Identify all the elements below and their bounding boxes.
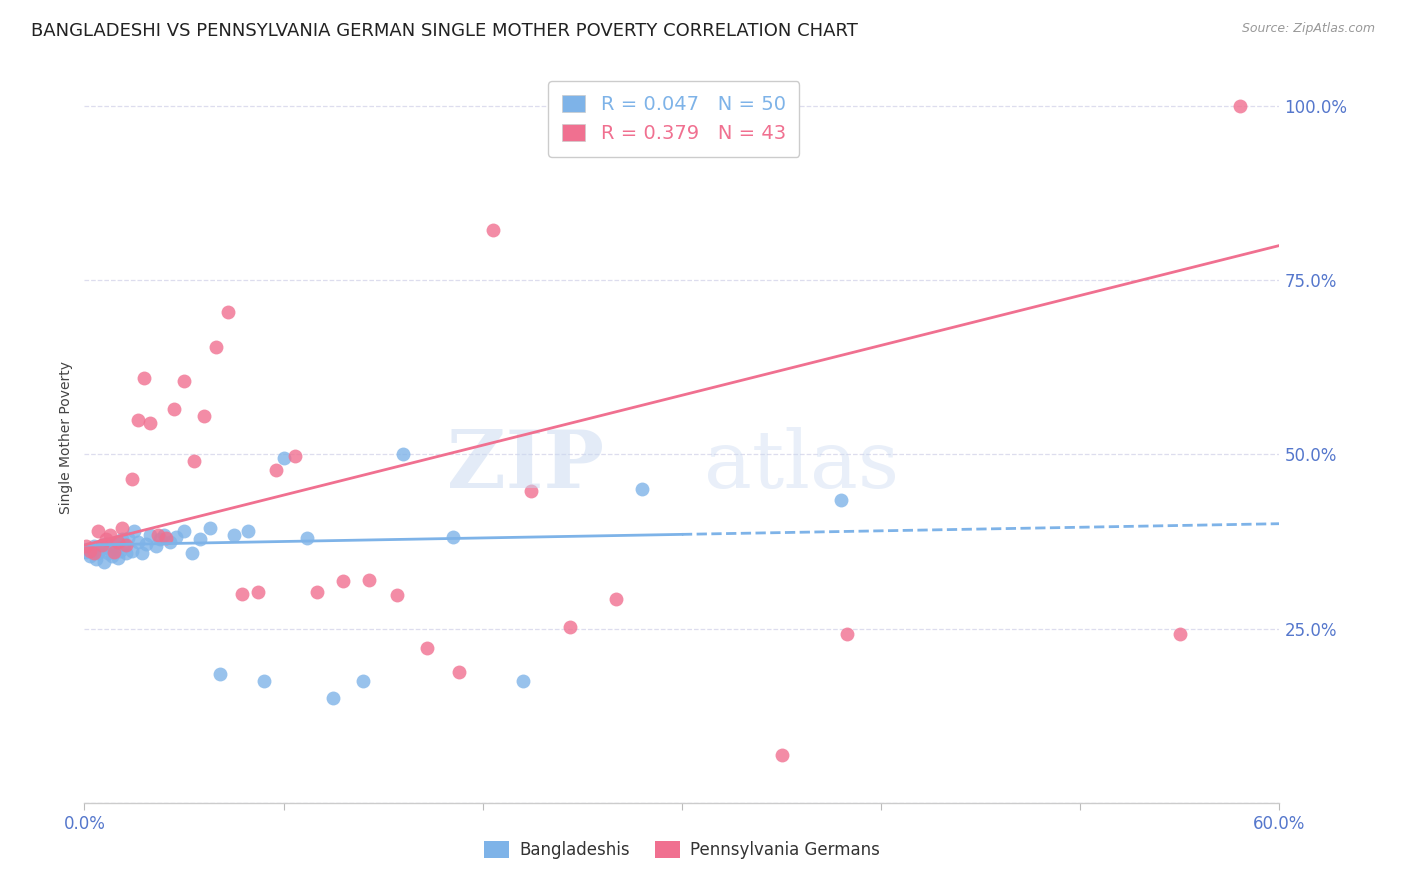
Point [75, 545, 97, 559]
Point [519, 483, 541, 498]
Point [110, 543, 132, 558]
Point [132, 371, 156, 385]
Point [86, 552, 108, 566]
Point [193, 409, 215, 424]
Point [139, 527, 162, 541]
Point [188, 533, 211, 547]
Point [253, 673, 276, 688]
Point [83, 540, 105, 554]
Point [322, 691, 344, 706]
Point [93, 556, 115, 570]
Y-axis label: Single Mother Poverty: Single Mother Poverty [59, 360, 73, 514]
Point [111, 521, 134, 535]
Point [115, 546, 138, 560]
Point [165, 530, 187, 544]
Point [146, 527, 169, 541]
Point [107, 534, 129, 549]
Point [359, 573, 381, 587]
Point [103, 540, 125, 554]
Point [655, 99, 678, 113]
Text: ZIP: ZIP [447, 427, 605, 506]
Point [131, 546, 153, 560]
Point [385, 588, 408, 602]
Point [560, 620, 582, 634]
Point [1229, 99, 1251, 113]
Point [173, 524, 195, 538]
Point [117, 531, 139, 545]
Point [96, 536, 118, 550]
Text: Source: ZipAtlas.com: Source: ZipAtlas.com [1241, 22, 1375, 36]
Point [139, 416, 162, 430]
Point [97, 546, 120, 560]
Point [155, 531, 177, 545]
Point [87, 546, 110, 560]
Point [107, 550, 129, 565]
Point [352, 673, 374, 688]
Legend: R = 0.047   N = 50, R = 0.379   N = 43: R = 0.047 N = 50, R = 0.379 N = 43 [548, 81, 800, 157]
Point [297, 531, 319, 545]
Point [163, 402, 186, 417]
Point [87, 524, 110, 538]
Point [273, 450, 295, 465]
Point [332, 574, 354, 589]
Point [127, 412, 149, 426]
Point [98, 527, 121, 541]
Point [447, 665, 470, 679]
Point [441, 530, 464, 544]
Point [392, 448, 415, 462]
Point [98, 541, 121, 556]
Point [82, 543, 104, 558]
Point [181, 546, 204, 560]
Point [112, 538, 135, 552]
Point [231, 587, 253, 601]
Point [481, 223, 503, 237]
Point [103, 545, 125, 559]
Point [246, 585, 269, 599]
Point [208, 667, 231, 681]
Point [79, 549, 101, 563]
Point [121, 472, 143, 486]
Point [198, 521, 221, 535]
Point [135, 536, 157, 550]
Point [284, 449, 307, 463]
Point [96, 533, 118, 547]
Point [605, 592, 627, 607]
Point [122, 524, 145, 538]
Point [83, 546, 105, 560]
Point [512, 673, 534, 688]
Point [631, 483, 654, 497]
Point [416, 641, 439, 656]
Point [79, 543, 101, 558]
Point [205, 339, 228, 353]
Point [127, 534, 149, 549]
Point [1168, 627, 1191, 641]
Point [121, 543, 143, 558]
Point [264, 463, 287, 477]
Point [89, 543, 111, 558]
Point [183, 454, 205, 468]
Point [153, 527, 176, 541]
Point [173, 375, 195, 389]
Point [111, 533, 134, 547]
Point [837, 627, 859, 641]
Point [307, 585, 329, 599]
Point [91, 538, 114, 552]
Point [159, 534, 181, 549]
Point [101, 549, 124, 563]
Text: BANGLADESHI VS PENNSYLVANIA GERMAN SINGLE MOTHER POVERTY CORRELATION CHART: BANGLADESHI VS PENNSYLVANIA GERMAN SINGL… [31, 22, 858, 40]
Point [217, 304, 239, 318]
Point [710, 99, 733, 113]
Point [145, 540, 167, 554]
Point [830, 492, 852, 507]
Point [91, 538, 114, 552]
Point [105, 534, 128, 549]
Point [115, 538, 138, 552]
Point [77, 541, 100, 556]
Text: atlas: atlas [704, 427, 898, 506]
Point [770, 748, 793, 763]
Point [75, 540, 97, 554]
Point [222, 527, 245, 541]
Point [236, 524, 259, 538]
Point [149, 533, 172, 547]
